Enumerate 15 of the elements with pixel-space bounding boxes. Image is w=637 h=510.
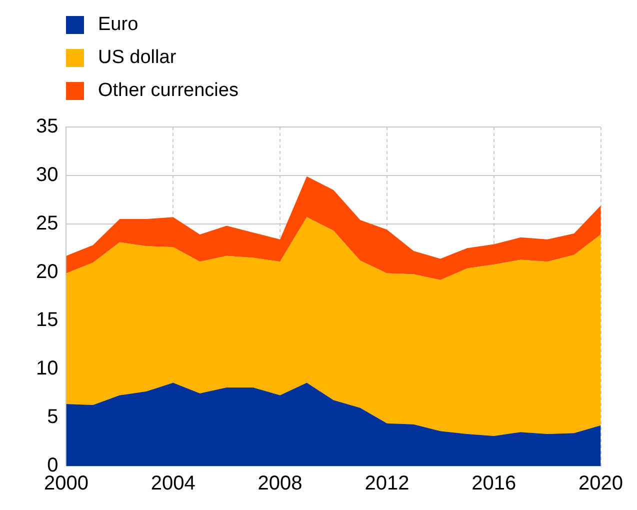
x-tick-label: 2012 bbox=[364, 472, 410, 495]
x-tick-label: 2004 bbox=[150, 472, 196, 495]
y-tick-label: 35 bbox=[36, 116, 58, 138]
y-tick-label: 20 bbox=[36, 260, 58, 283]
x-tick-label: 2020 bbox=[578, 472, 624, 495]
legend-label: Other currencies bbox=[98, 80, 238, 102]
y-tick-label: 30 bbox=[36, 164, 58, 186]
legend-label: Euro bbox=[98, 14, 138, 36]
y-tick-label: 25 bbox=[36, 212, 58, 234]
x-tick-label: 2016 bbox=[472, 472, 516, 495]
y-tick-label: 15 bbox=[36, 309, 58, 332]
y-tick-label: 5 bbox=[47, 406, 58, 428]
legend-label: US dollar bbox=[98, 46, 176, 68]
x-tick-label: 2008 bbox=[258, 472, 302, 495]
y-tick-label: 10 bbox=[36, 358, 58, 380]
